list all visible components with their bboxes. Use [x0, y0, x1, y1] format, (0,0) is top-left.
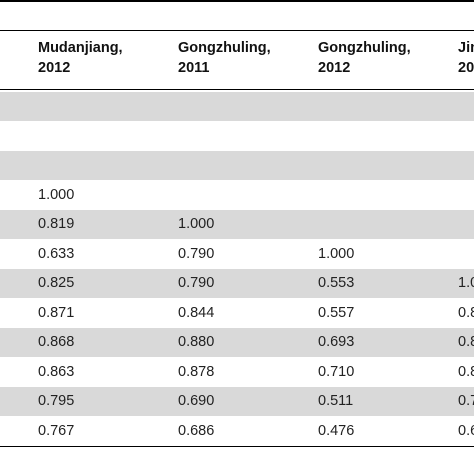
table-cell: 0.790 — [178, 275, 215, 291]
header-text: Mudanjiang, — [38, 40, 123, 56]
table-cell: 0.553 — [318, 275, 355, 291]
bottom-rule — [0, 446, 474, 447]
table-cell: 0.819 — [38, 216, 75, 232]
table-cell: 0.790 — [178, 245, 215, 262]
table-cell: 1.000 — [178, 216, 215, 232]
table-cell: 0.767 — [38, 422, 75, 439]
table-cell: 0.863 — [38, 363, 75, 380]
table-row: 0.825 0.790 0.553 1.0 — [0, 269, 474, 298]
table-row — [0, 92, 474, 121]
column-header: Mudanjiang, 2012 — [38, 38, 123, 78]
table-cell: 0.825 — [38, 275, 75, 291]
top-rule — [0, 0, 474, 2]
table-cell: 0.476 — [318, 422, 355, 439]
header-text: 2012 — [38, 60, 71, 76]
header-text: Gongzhuling, — [318, 40, 411, 56]
table-row: 1.000 — [0, 181, 474, 210]
table-cell: 0.880 — [178, 334, 215, 350]
column-header: Jin 20 — [458, 38, 474, 78]
table-cell: 0.511 — [318, 393, 354, 409]
table-cell: 0.6 — [458, 422, 474, 439]
table-cell: 0.633 — [38, 245, 75, 262]
header-text: 20 — [458, 60, 474, 76]
table-cell: 0.8 — [458, 304, 474, 321]
table-cell: 0.710 — [318, 363, 355, 380]
table-cell: 0.686 — [178, 422, 215, 439]
header-text: Jin — [458, 40, 474, 56]
table-row: 0.795 0.690 0.511 0.7 — [0, 387, 474, 416]
table-cell: 0.557 — [318, 304, 355, 321]
column-header: Gongzhuling, 2011 — [178, 38, 271, 78]
header-rule — [0, 30, 474, 31]
table-cell: 0.8 — [458, 334, 474, 350]
table-cell: 1.0 — [458, 275, 474, 291]
table-cell: 0.844 — [178, 304, 215, 321]
column-header: Gongzhuling, 2012 — [318, 38, 411, 78]
header-text: Gongzhuling, — [178, 40, 271, 56]
table-cell: 0.871 — [38, 304, 75, 321]
table-cell: 0.693 — [318, 334, 355, 350]
table-row: 0.633 0.790 1.000 — [0, 240, 474, 269]
header-text: 2012 — [318, 60, 351, 76]
table-cell: 0.8 — [458, 363, 474, 380]
table-row — [0, 151, 474, 180]
table-row: 0.868 0.880 0.693 0.8 — [0, 328, 474, 357]
header-bottom-rule — [0, 89, 474, 90]
table-cell: 1.000 — [38, 186, 75, 203]
table-row — [0, 122, 474, 151]
table-row: 0.819 1.000 — [0, 210, 474, 239]
table-cell: 0.7 — [458, 393, 474, 409]
table-cell: 0.690 — [178, 393, 215, 409]
table-row: 0.871 0.844 0.557 0.8 — [0, 299, 474, 328]
table-cell: 0.878 — [178, 363, 215, 380]
table-cell: 0.868 — [38, 334, 75, 350]
table-row: 0.863 0.878 0.710 0.8 — [0, 358, 474, 387]
table-cell: 1.000 — [318, 245, 355, 262]
table-row: 0.767 0.686 0.476 0.6 — [0, 417, 474, 446]
table-cell: 0.795 — [38, 393, 75, 409]
header-text: 2011 — [178, 60, 210, 76]
